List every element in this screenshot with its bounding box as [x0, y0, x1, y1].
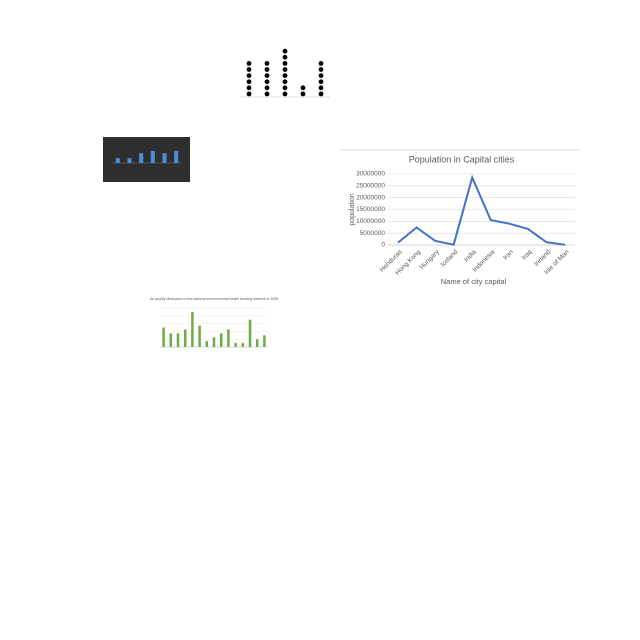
bar: [241, 343, 245, 347]
dot: [318, 79, 324, 85]
dot: [300, 85, 306, 91]
line: [397, 174, 566, 246]
bar: [227, 329, 230, 347]
bar: [162, 327, 165, 347]
dot: [246, 60, 252, 66]
chart-title: Population in Capital cities: [409, 154, 515, 164]
dot: [246, 73, 252, 79]
bar: [115, 158, 120, 163]
dot: [282, 85, 288, 91]
dot: [264, 79, 270, 85]
bar: [234, 343, 237, 347]
dot-column: [318, 60, 324, 97]
dot: [264, 85, 270, 91]
dot: [246, 91, 252, 97]
x-tick-label: Hungary: [418, 248, 441, 271]
dot-column: [246, 60, 252, 97]
bar: [127, 158, 132, 163]
dot-column: [264, 60, 270, 97]
bar: [174, 150, 179, 163]
bar: [176, 333, 180, 347]
bar: [263, 335, 266, 347]
dot: [246, 85, 252, 91]
y-tick-label: 10000000: [356, 218, 385, 225]
dot: [282, 79, 288, 85]
dot: [246, 79, 252, 85]
bar: [150, 150, 155, 163]
dot: [282, 73, 288, 79]
dot: [282, 67, 288, 72]
dot: [318, 85, 324, 91]
y-tick-label: 25000000: [356, 183, 385, 190]
y-tick-label: 15000000: [356, 206, 385, 213]
y-tick-label: 5000000: [360, 230, 386, 237]
dot: [264, 60, 270, 66]
dot: [282, 54, 288, 60]
dot: [246, 67, 252, 72]
dot: [318, 67, 324, 72]
chart-title: Air quality Measures on the national env…: [150, 297, 278, 301]
bar: [248, 319, 252, 347]
y-axis-label: population: [349, 193, 356, 225]
y-tick-label: 20000000: [356, 194, 385, 201]
bar: [191, 311, 194, 347]
x-tick-label: Iceland: [440, 248, 460, 268]
x-axis-label: Name of city capital: [441, 277, 507, 286]
dot: [300, 91, 306, 97]
dot: [282, 60, 288, 66]
bar: [162, 153, 167, 163]
bar: [219, 333, 223, 347]
bar: [255, 339, 259, 347]
dot: [264, 67, 270, 72]
dot-column: [282, 48, 288, 97]
dot: [282, 48, 288, 54]
dot: [318, 91, 324, 97]
bar: [212, 337, 216, 347]
bar: [169, 333, 173, 347]
bar: [198, 325, 201, 347]
x-tick-label: Iran: [502, 248, 515, 261]
bar: [205, 341, 209, 347]
bar: [139, 153, 144, 163]
x-tick-label: India: [463, 248, 478, 263]
dot-column: [300, 85, 306, 97]
dot: [282, 91, 288, 97]
x-tick-label: Iraq: [521, 248, 534, 261]
y-tick-label: 0: [381, 242, 385, 249]
bar: [183, 329, 187, 347]
dot: [318, 73, 324, 79]
y-tick-label: 30000000: [356, 171, 385, 178]
dot: [264, 91, 270, 97]
dot: [318, 60, 324, 66]
dot: [264, 73, 270, 79]
